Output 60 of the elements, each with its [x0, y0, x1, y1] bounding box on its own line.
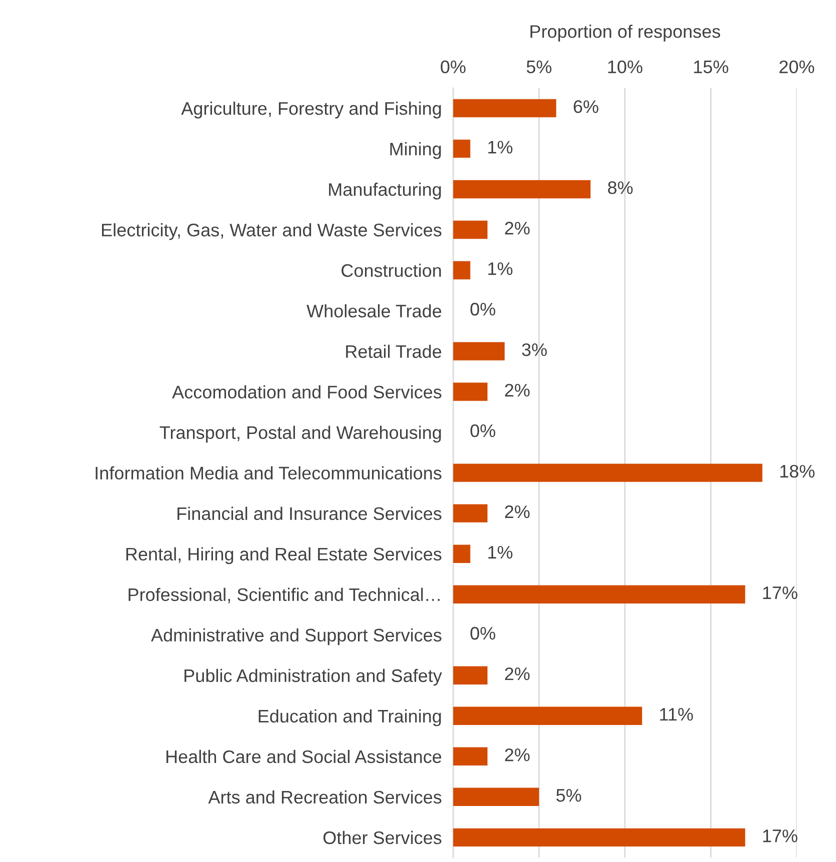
data-label: 2% [505, 384, 530, 397]
data-label: 2% [505, 222, 530, 234]
bar [453, 99, 556, 118]
bar [453, 706, 642, 726]
data-label: 0% [470, 626, 496, 640]
x-axis-title: Proportion of responses [530, 24, 720, 42]
x-tick-label: 5% [526, 60, 552, 74]
y-tick-label: Transport, Postal and Warehousing [160, 426, 441, 443]
data-label: 2% [505, 748, 530, 762]
bar [453, 747, 488, 766]
data-label: 6% [574, 100, 598, 114]
y-tick-label: Retail Trade [346, 344, 442, 358]
bar [453, 342, 505, 360]
bar [453, 788, 540, 806]
x-tick-label: 20% [780, 60, 814, 74]
bar [453, 140, 470, 158]
y-tick-label: Construction [342, 264, 441, 277]
y-tick-label: Information Media and Telecommunications [96, 466, 442, 480]
bar [453, 544, 470, 563]
bar [453, 464, 762, 482]
y-tick-label: Professional, Scientific and Technical… [128, 588, 440, 604]
y-tick-label: Health Care and Social Assistance [166, 750, 442, 764]
data-label: 8% [608, 181, 633, 194]
x-tick-label: 10% [608, 60, 642, 74]
y-tick-label: Rental, Hiring and Real Estate Services [126, 547, 442, 564]
bar [453, 585, 746, 604]
data-label: 17% [763, 586, 798, 600]
x-tick-label: 0% [440, 60, 466, 74]
bar [453, 220, 488, 239]
x-tick-label: 15% [694, 60, 728, 74]
data-label: 1% [488, 140, 512, 154]
y-tick-label: Manufacturing [329, 182, 441, 200]
y-tick-label: Financial and Insurance Services [178, 506, 442, 520]
bar [453, 382, 488, 401]
y-tick-label: Agriculture, Forestry and Fishing [181, 102, 441, 118]
y-tick-label: Electricity, Gas, Water and Waste Services [102, 223, 442, 240]
data-label: 2% [505, 505, 530, 518]
y-tick-label: Public Administration and Safety [184, 668, 442, 686]
data-label: 0% [470, 424, 496, 438]
y-tick-label: Accomodation and Food Services [172, 385, 442, 398]
bar [453, 261, 470, 280]
y-tick-label: Education and Training [258, 709, 441, 726]
data-label: 0% [470, 302, 496, 316]
bar [453, 504, 488, 522]
y-tick-label: Arts and Recreation Services [208, 790, 442, 804]
data-label: 18% [780, 464, 815, 478]
y-tick-label: Wholesale Trade [306, 304, 442, 318]
y-tick-label: Mining [390, 142, 441, 159]
bar [453, 666, 488, 684]
data-label: 11% [660, 708, 693, 721]
data-label: 2% [505, 667, 530, 680]
y-tick-label: Administrative and Support Services [151, 628, 442, 646]
y-tick-label: Other Services [323, 830, 442, 844]
data-label: 17% [763, 830, 798, 842]
data-label: 1% [488, 546, 512, 559]
data-label: 1% [488, 262, 512, 276]
bar [453, 180, 591, 198]
data-label: 5% [556, 789, 582, 802]
data-label: 3% [522, 343, 547, 356]
bar [453, 828, 746, 847]
